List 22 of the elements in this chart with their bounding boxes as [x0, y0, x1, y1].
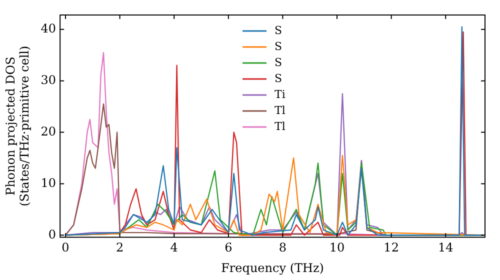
x-tick-label: 12: [384, 240, 399, 255]
x-tick-label: 8: [278, 240, 287, 255]
x-tick-label: 10: [329, 240, 345, 255]
x-axis-title: Frequency (THz): [221, 260, 324, 275]
x-tick-label: 14: [438, 240, 454, 255]
legend-label: S: [274, 72, 282, 85]
legend-label: S: [274, 40, 282, 53]
legend-label: S: [274, 24, 282, 37]
y-tick-label: 0: [48, 227, 56, 242]
x-tick-label: 4: [170, 240, 178, 255]
y-tick-label: 30: [40, 72, 56, 87]
x-tick-label: 6: [224, 240, 232, 255]
legend-label: Ti: [274, 88, 286, 101]
y-tick-label: 20: [40, 124, 56, 138]
y-tick-label: 10: [40, 176, 56, 190]
legend-label: Tl: [274, 104, 286, 117]
legend-label: Tl: [274, 120, 286, 133]
legend-label: S: [274, 56, 282, 69]
y-axis-title: Phonon projected DOS (States/THz·primitive cell): [3, 46, 32, 206]
x-tick-label: 0: [62, 240, 70, 255]
y-tick-label: 40: [40, 22, 56, 36]
x-tick-label: 2: [116, 240, 124, 255]
